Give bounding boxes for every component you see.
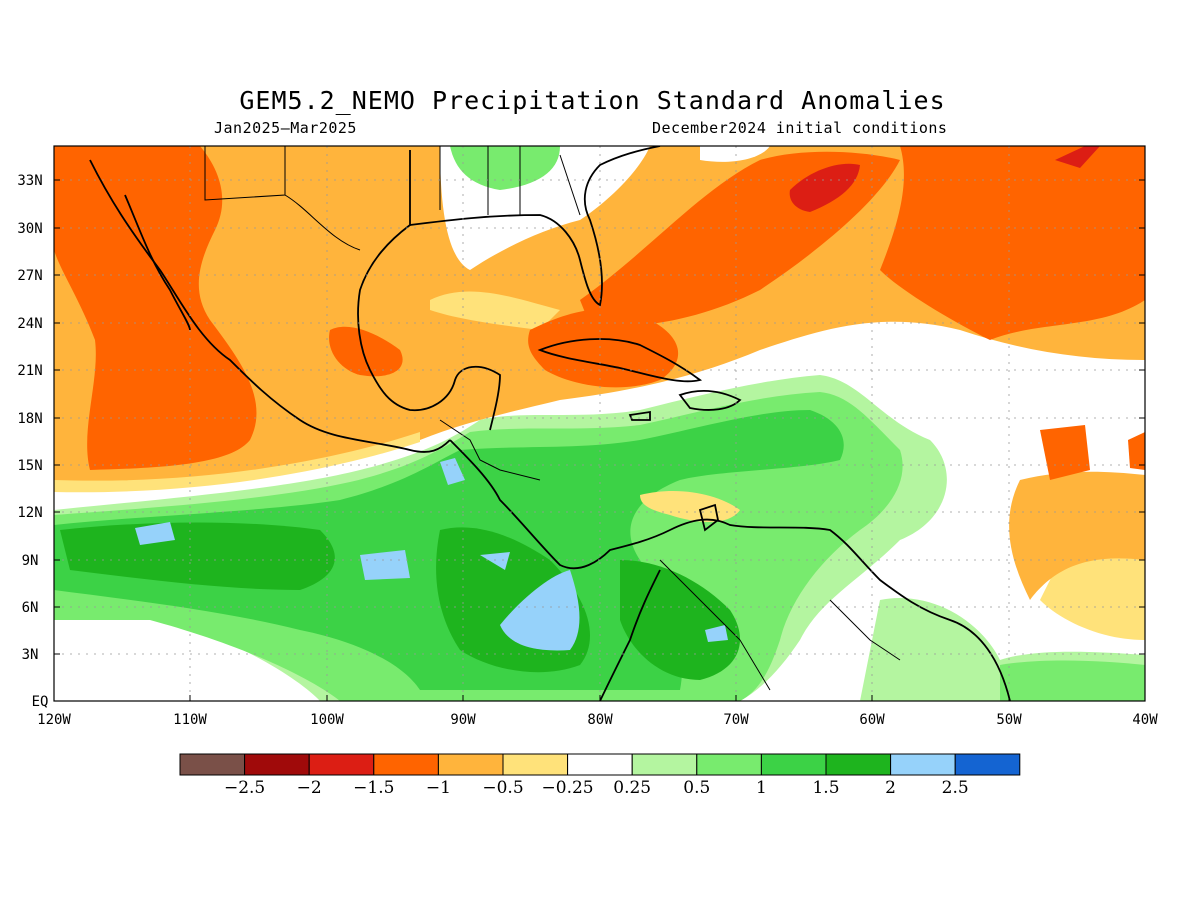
lon-label-40w: 40W	[1132, 712, 1158, 728]
colorbar-label: −1	[426, 778, 451, 798]
colorbar-label: 1	[756, 778, 767, 798]
colorbar-swatch	[179, 753, 246, 776]
lat-label-3n: 3N	[22, 647, 39, 663]
lat-label-6n: 6N	[22, 600, 39, 616]
colorbar-label: −2.5	[224, 778, 265, 798]
colorbar-label: −0.5	[482, 778, 523, 798]
lon-label-90w: 90W	[450, 712, 476, 728]
coast-us-south	[409, 146, 661, 307]
colorbar-label: 2.5	[942, 778, 969, 798]
colorbar-swatch	[696, 753, 762, 776]
field-darkgreen-w	[60, 522, 335, 590]
colorbar-label: 0.5	[683, 778, 710, 798]
axis-ticks	[53, 179, 1146, 702]
field-orange-mexico	[54, 146, 257, 470]
gridlines	[54, 146, 1145, 701]
lon-label-60w: 60W	[859, 712, 885, 728]
border-us-mexico-west	[204, 146, 286, 201]
field-blue-3	[480, 552, 510, 570]
colorbar-swatch	[502, 753, 569, 776]
colorbar-swatch	[631, 753, 698, 776]
field-red-ne	[1055, 146, 1100, 168]
latitude-labels: EQ 3N 6N 9N 12N 15N 18N 21N 24N 27N 30N …	[17, 173, 48, 710]
border-colombia-venezuela	[659, 559, 771, 691]
lat-label-33n: 33N	[17, 173, 42, 189]
coastlines	[89, 146, 1011, 701]
lat-label-12n: 12N	[17, 505, 42, 521]
lon-label-100w: 100W	[310, 712, 344, 728]
colorbar-label: −2	[297, 778, 322, 798]
field-green-us	[450, 146, 560, 190]
coast-gulf	[357, 150, 501, 431]
colorbar-label: −0.25	[542, 778, 594, 798]
anomaly-field	[54, 146, 1145, 701]
lat-label-24n: 24N	[17, 316, 42, 332]
coast-hispaniola	[678, 389, 742, 411]
coast-pacific-mexico	[89, 159, 451, 453]
lat-label-21n: 21N	[17, 363, 42, 379]
coast-central-south-america	[449, 439, 1011, 701]
coast-venezuela-bay	[698, 503, 719, 532]
lat-label-30n: 30N	[17, 221, 42, 237]
map-title: GEM5.2_NEMO Precipitation Standard Anoma…	[239, 86, 946, 115]
lon-label-70w: 70W	[723, 712, 749, 728]
field-blue-1	[135, 522, 175, 545]
lon-label-120w: 120W	[37, 712, 71, 728]
borders	[204, 146, 901, 691]
lat-label-18n: 18N	[17, 411, 42, 427]
field-yellow-1	[54, 432, 420, 493]
lon-label-80w: 80W	[587, 712, 613, 728]
lat-label-27n: 27N	[17, 268, 42, 284]
field-blue-4	[500, 570, 580, 651]
colorbar-label: −1.5	[353, 778, 394, 798]
border-state-4	[559, 154, 581, 216]
coast-cuba	[537, 338, 703, 383]
lat-label-eq: EQ	[32, 694, 49, 710]
field-blue-5	[705, 625, 728, 642]
coast-colombia	[599, 569, 661, 701]
field-green-se	[1000, 660, 1145, 701]
longitude-labels: 120W 110W 100W 90W 80W 70W 60W 50W 40W	[37, 712, 1158, 728]
colorbar-swatch	[567, 753, 633, 776]
lon-label-110w: 110W	[173, 712, 207, 728]
colorbar-swatch	[760, 753, 827, 776]
field-orange-atlantic-4	[1128, 432, 1145, 470]
border-guyana	[829, 599, 901, 661]
colorbar-swatch	[437, 753, 504, 776]
colorbar-swatch	[244, 753, 310, 776]
field-orange-atlantic-3	[1040, 425, 1090, 480]
forecast-period: Jan2025–Mar2025	[214, 119, 357, 137]
colorbar-swatch	[890, 753, 956, 776]
field-yellow-2	[430, 291, 560, 330]
colorbar-label: 2	[885, 778, 896, 798]
border-central-america	[439, 419, 541, 481]
field-red-core	[789, 163, 860, 212]
colorbar-label: 1.5	[812, 778, 839, 798]
field-orange-east	[1009, 471, 1145, 600]
colorbar-swatch	[954, 753, 1021, 776]
initial-conditions: December2024 initial conditions	[652, 119, 948, 137]
border-rio-grande	[284, 194, 361, 251]
field-orange-atlantic-2	[880, 146, 1145, 340]
lon-label-50w: 50W	[996, 712, 1022, 728]
colorbar-swatch	[825, 753, 892, 776]
field-blue-2	[360, 550, 410, 580]
lat-label-15n: 15N	[17, 458, 42, 474]
colorbar-swatch	[308, 753, 375, 776]
field-white-ne	[700, 146, 770, 162]
field-orange-cuba	[528, 309, 679, 388]
colorbar-label: 0.25	[613, 778, 651, 798]
field-orange-gulf	[329, 326, 403, 377]
colorbar-swatch	[373, 753, 439, 776]
colorbar: −2.5 −2 −1.5 −1 −0.5 −0.25 0.25 0.5 1 1.5 2 2.5	[179, 753, 1021, 798]
lat-label-9n: 9N	[22, 553, 39, 569]
coast-baja	[124, 194, 191, 331]
field-yellow-carib	[640, 490, 740, 522]
